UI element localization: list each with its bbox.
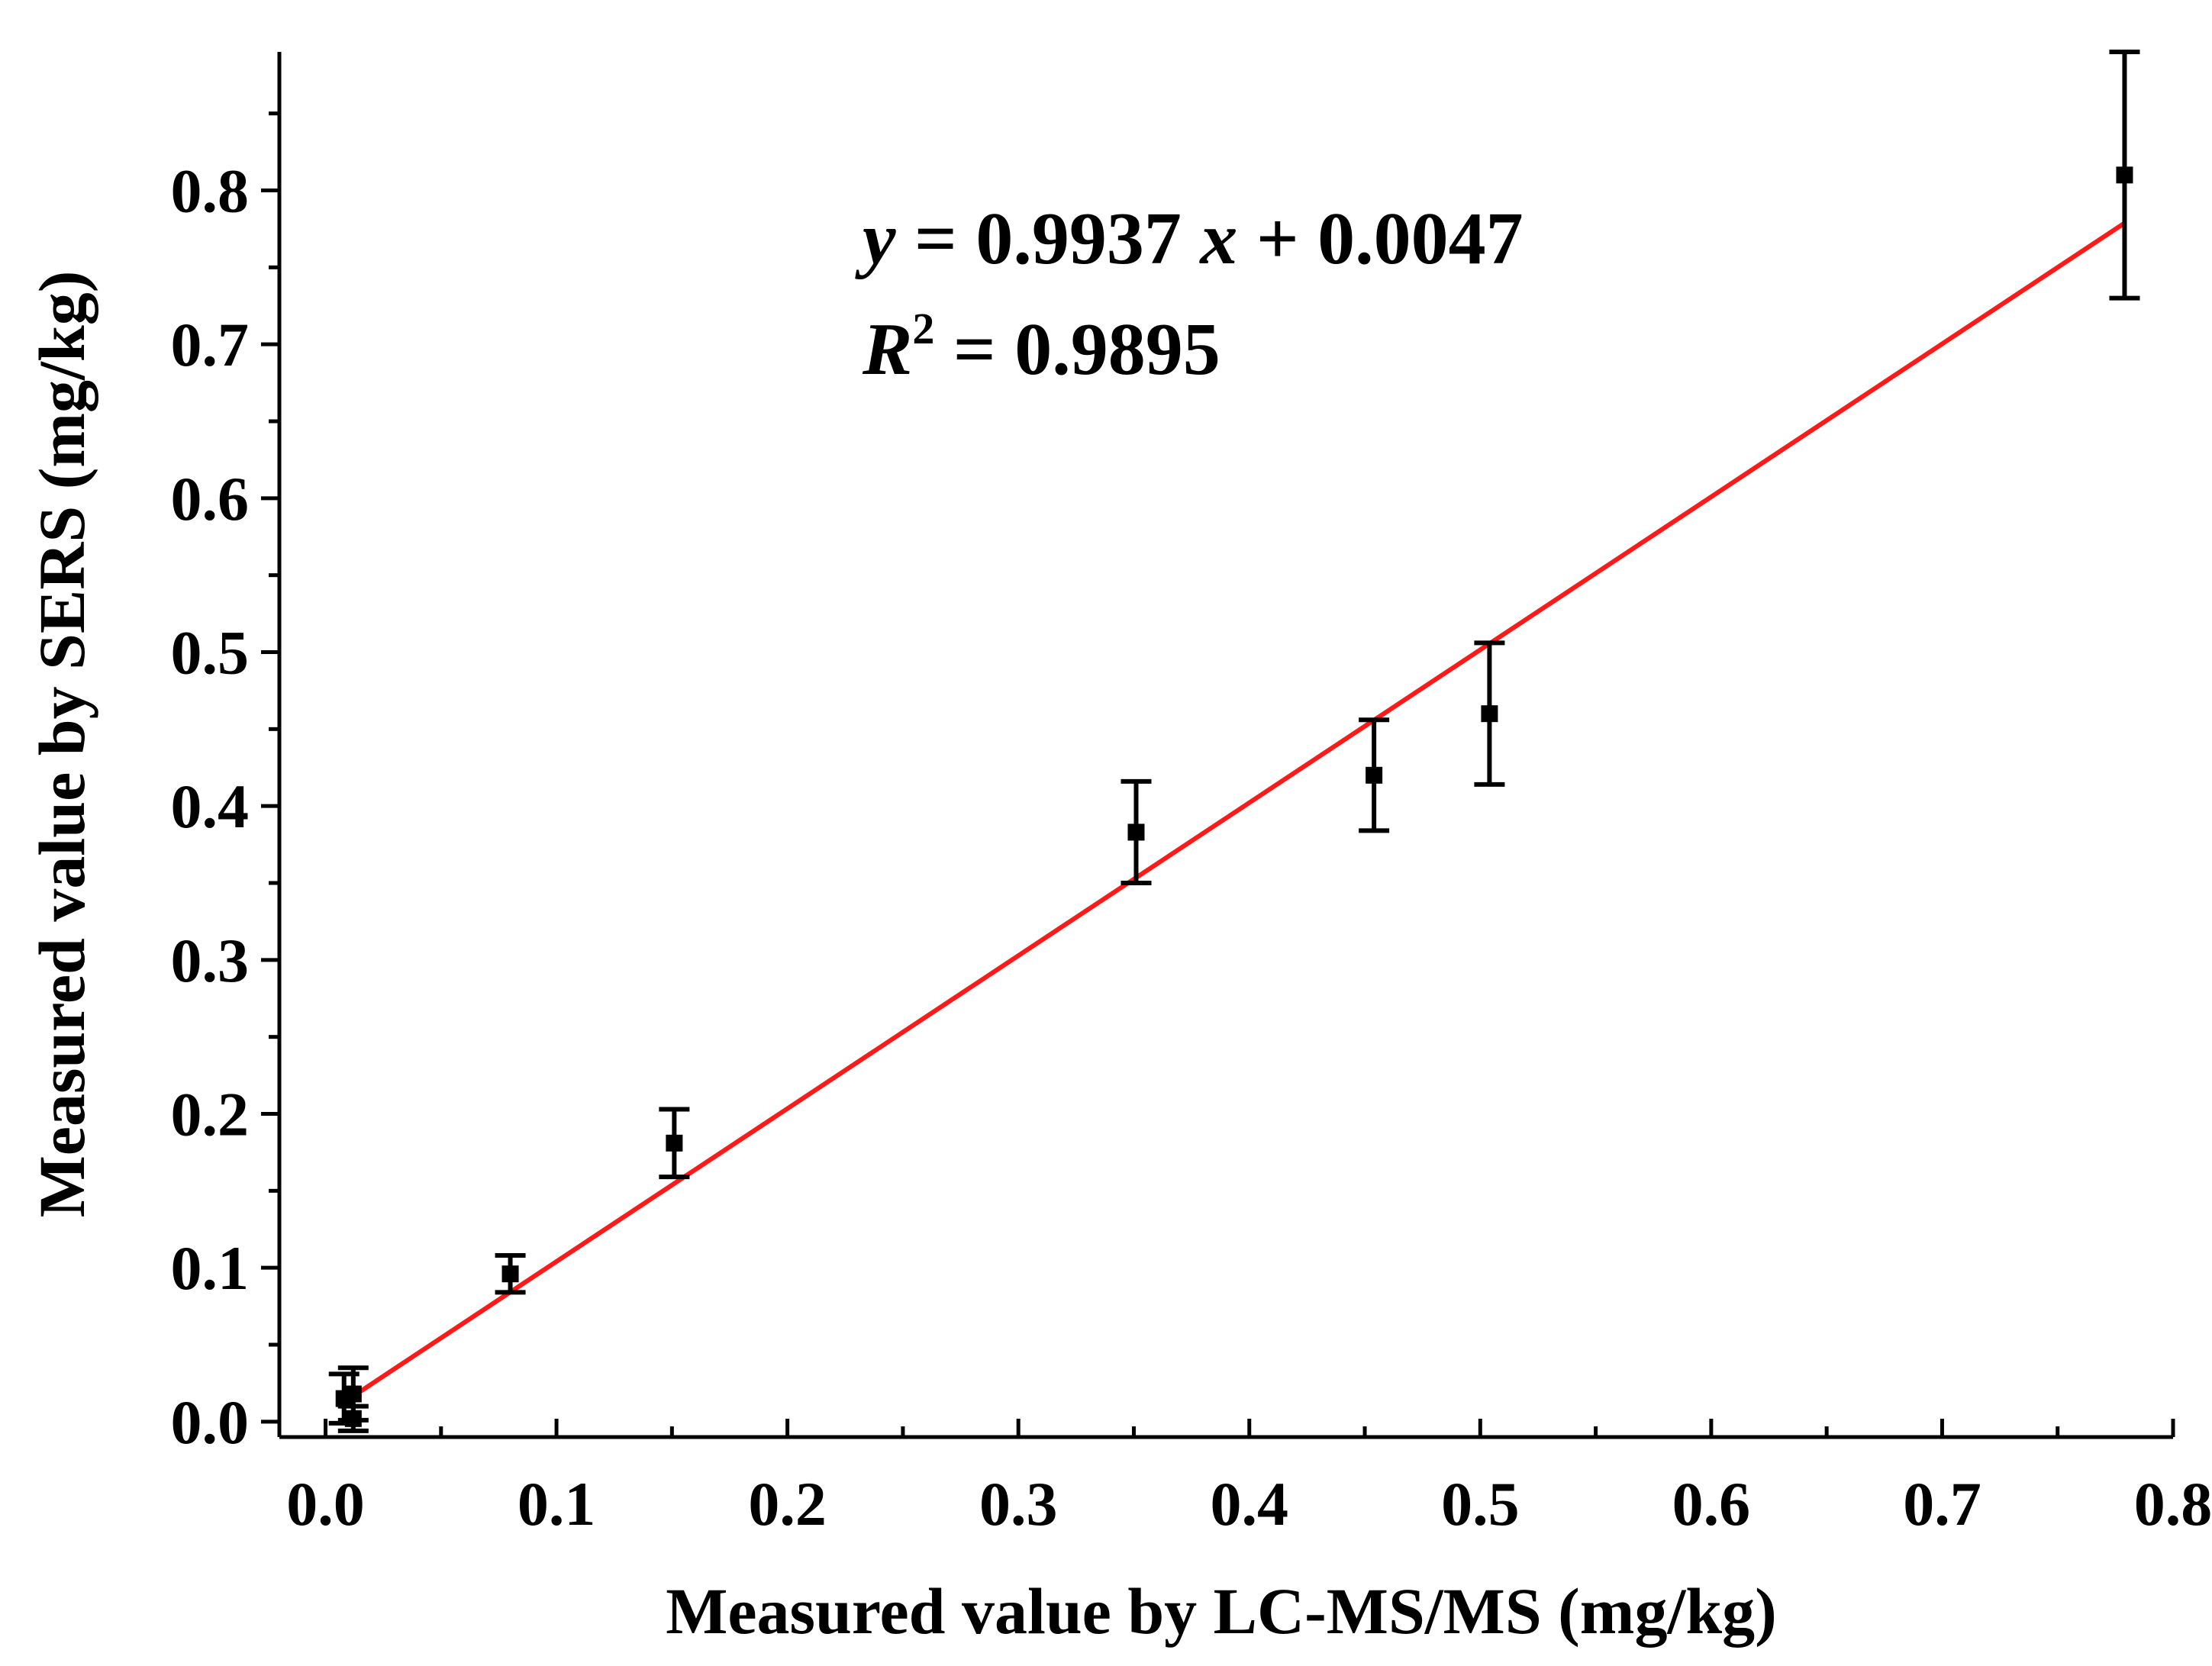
x-tick-label: 0.1 — [518, 1469, 596, 1539]
y-tick-label: 0.0 — [171, 1387, 250, 1457]
data-point — [2116, 166, 2133, 184]
x-tick-label: 0.2 — [748, 1469, 827, 1539]
eq-x-var: x — [1198, 198, 1237, 280]
y-tick-label: 0.7 — [171, 310, 250, 379]
y-tick-label: 0.1 — [171, 1233, 250, 1303]
eq-slope: = 0.9937 — [896, 198, 1201, 280]
y-ticks: 0.0 0.1 0.2 0.3 0.4 0.5 0.6 0.7 0.8 — [171, 111, 279, 1457]
x-tick-label: 0.7 — [1903, 1469, 1981, 1539]
axes — [277, 52, 2173, 1439]
y-tick-label: 0.8 — [171, 156, 250, 226]
r-symbol: R — [862, 308, 912, 391]
x-tick-label: 0.8 — [2134, 1469, 2212, 1539]
data-point — [344, 1385, 362, 1403]
y-tick-label: 0.6 — [171, 464, 250, 533]
data-point — [1481, 705, 1498, 723]
x-ticks: 0.0 0.1 0.2 0.3 0.4 0.5 0.6 0.7 0.8 — [286, 1419, 2212, 1539]
r-squared: R2 = 0.9895 — [862, 304, 1220, 391]
y-tick-label: 0.4 — [171, 772, 250, 841]
y-tick-label: 0.3 — [171, 926, 250, 995]
x-tick-label: 0.6 — [1672, 1469, 1751, 1539]
y-axis-title: Measured value by SERS (mg/kg) — [25, 271, 98, 1218]
r-value: = 0.9895 — [934, 308, 1220, 391]
data-point — [501, 1265, 519, 1283]
data-point — [1366, 766, 1383, 784]
x-tick-label: 0.5 — [1441, 1469, 1520, 1539]
r-superscript: 2 — [912, 304, 934, 353]
points-layer — [328, 50, 2140, 1433]
x-axis-title: Measured value by LC-MS/MS (mg/kg) — [666, 1574, 1777, 1648]
x-tick-label: 0.0 — [286, 1469, 365, 1539]
data-point — [1127, 823, 1145, 841]
fit-layer — [347, 221, 2127, 1401]
regression-line — [347, 221, 2127, 1401]
y-tick-label: 0.2 — [171, 1080, 250, 1149]
regression-equation: y = 0.9937 x + 0.0047 — [855, 198, 1524, 280]
data-point — [344, 1410, 362, 1427]
x-tick-label: 0.3 — [979, 1469, 1058, 1539]
x-tick-label: 0.4 — [1211, 1469, 1289, 1539]
y-tick-label: 0.5 — [171, 618, 250, 688]
eq-intercept: + 0.0047 — [1237, 198, 1523, 280]
eq-y-var: y — [855, 198, 896, 280]
data-point — [666, 1134, 683, 1152]
